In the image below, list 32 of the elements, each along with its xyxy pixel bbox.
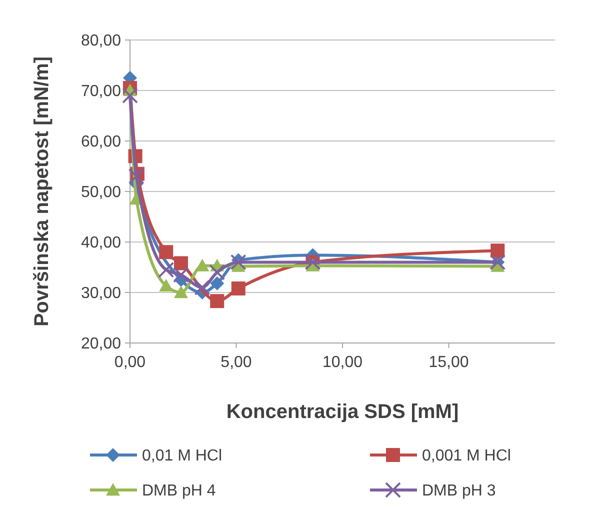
- x-tick-label: 10,00: [322, 354, 363, 371]
- legend-label: DMB pH 3: [422, 482, 496, 500]
- point: [158, 262, 174, 278]
- y-tick-label: 80,00: [80, 32, 122, 50]
- point: [174, 256, 188, 270]
- legend-label: 0,01 M HCl: [142, 448, 222, 465]
- y-tick-label: 60,00: [80, 134, 122, 151]
- point: [194, 279, 210, 296]
- y-tick-label: 70,00: [80, 83, 122, 100]
- x-axis-title: Koncentracija SDS [mM]: [226, 401, 459, 423]
- point: [231, 281, 246, 296]
- y-tick-label: 20,00: [80, 336, 122, 353]
- legend-label: DMB pH 4: [142, 482, 216, 500]
- point: [159, 278, 174, 292]
- y-tick-label: 30,00: [80, 285, 122, 302]
- point: [210, 276, 224, 290]
- point: [173, 266, 189, 283]
- point: [210, 294, 224, 308]
- legend-label: 0,001 M HCl: [422, 448, 511, 465]
- x-tick-label: 0,00: [114, 354, 146, 371]
- y-axis-title: Površinska napetost [mN/m]: [31, 56, 53, 327]
- point: [174, 286, 188, 298]
- x-tick-label: 5,00: [220, 354, 252, 371]
- y-tick-label: 40,00: [80, 234, 122, 252]
- point: [490, 244, 505, 258]
- x-tick-label: 15,00: [428, 354, 469, 371]
- point: [128, 168, 144, 184]
- point: [122, 88, 138, 104]
- point: [209, 264, 226, 280]
- point: [230, 254, 246, 270]
- y-tick-label: 50,00: [80, 184, 122, 202]
- point: [159, 245, 174, 260]
